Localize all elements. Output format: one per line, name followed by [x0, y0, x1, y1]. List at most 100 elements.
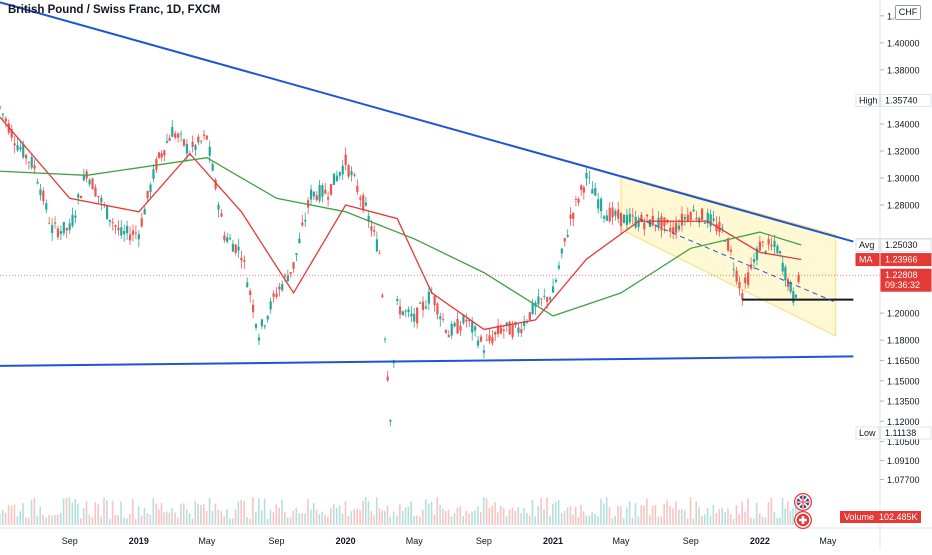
candle-body	[71, 214, 74, 226]
volume-bar	[773, 511, 776, 525]
volume-bar	[646, 498, 648, 525]
volume-bar	[205, 511, 208, 525]
volume-bar	[750, 517, 752, 525]
volume-bar	[611, 518, 614, 525]
candle-body	[520, 329, 523, 333]
candle-body	[217, 204, 220, 210]
x-tick-label: May	[198, 536, 216, 546]
candle-body	[165, 141, 169, 143]
candle-body	[695, 217, 698, 220]
candle-body	[0, 106, 2, 108]
volume-bar	[453, 512, 456, 525]
volume-bar	[631, 517, 634, 525]
volume-bar	[255, 511, 257, 525]
volume-bar	[560, 512, 563, 525]
candle-body	[797, 274, 800, 283]
volume-bar	[534, 516, 537, 525]
volume-bar	[324, 514, 326, 525]
candle-body	[143, 209, 146, 215]
uk-flag-icon[interactable]	[794, 493, 812, 511]
candle-body	[502, 329, 505, 331]
volume-bar	[103, 497, 105, 525]
candle-body	[321, 185, 324, 197]
candle-body	[97, 195, 100, 197]
moving-average-2	[0, 157, 802, 317]
candle-body	[155, 159, 158, 170]
candle-body	[19, 147, 22, 150]
volume-bar	[744, 511, 746, 525]
volume-bar	[234, 509, 237, 525]
candle-body	[781, 262, 784, 272]
volume-bar	[197, 503, 199, 525]
price-tag-label-bg	[855, 253, 880, 267]
volume-bar	[456, 507, 459, 525]
candle-body	[776, 245, 779, 254]
candle-body	[582, 187, 585, 193]
volume-bar	[321, 511, 324, 525]
candle-body	[375, 239, 379, 252]
candle-body	[738, 281, 741, 289]
candle-body	[45, 203, 48, 210]
y-tick-label: 1.10500	[887, 437, 920, 447]
price-tag-label: High	[859, 95, 878, 105]
candle-body	[191, 141, 194, 147]
volume-bar	[114, 515, 117, 525]
candle-body	[413, 313, 416, 322]
volume-bar	[263, 498, 266, 525]
candle-body	[344, 154, 347, 165]
y-tick-label: 1.09100	[887, 456, 920, 466]
candle-body	[249, 290, 252, 295]
candle-body	[594, 187, 597, 196]
volume-bar	[430, 501, 433, 525]
swiss-flag-icon[interactable]	[794, 511, 812, 529]
candle-body	[378, 252, 381, 254]
candle-body	[646, 214, 649, 217]
volume-bar	[767, 501, 770, 525]
volume-bar	[648, 515, 651, 525]
volume-bar	[353, 509, 356, 525]
volume-bar	[776, 517, 779, 525]
x-tick-label: 2019	[129, 536, 149, 546]
candle-body	[718, 222, 721, 233]
y-tick-label: 1.13500	[887, 397, 920, 407]
candle-body	[266, 315, 269, 320]
candle-body	[712, 218, 715, 221]
candle-body	[324, 189, 327, 194]
volume-bar	[243, 501, 245, 525]
volume-bar	[310, 509, 312, 525]
volume-bar	[152, 498, 155, 525]
volume-bar	[54, 515, 56, 525]
currency-badge[interactable]: CHF	[895, 5, 921, 20]
candle-body	[362, 195, 365, 211]
candle-body	[263, 325, 266, 327]
candle-body	[381, 295, 384, 297]
volume-bar	[62, 498, 65, 525]
candle-body	[531, 302, 534, 314]
volume-bar	[525, 512, 528, 525]
volume-bar	[318, 514, 321, 525]
candle-body	[332, 173, 336, 185]
volume-bar	[764, 517, 767, 525]
volume-bar	[71, 502, 74, 525]
volume-bar	[281, 499, 283, 525]
candle-body	[353, 174, 356, 176]
candle-body	[53, 222, 57, 224]
candle-body	[549, 297, 552, 300]
candle-body	[456, 319, 459, 334]
volume-bar	[149, 514, 152, 525]
volume-bar	[401, 511, 404, 525]
volume-bar	[594, 513, 596, 525]
volume-bar	[217, 509, 220, 525]
volume-bar	[200, 505, 202, 525]
candle-body	[761, 241, 764, 243]
volume-bar	[278, 507, 280, 525]
volume-bar	[654, 504, 657, 525]
volume-bar	[338, 505, 341, 525]
volume-bar	[396, 515, 398, 525]
candle-body	[160, 153, 163, 158]
candle-body	[698, 217, 701, 223]
candle-body	[108, 219, 112, 222]
volume-bar	[191, 518, 194, 525]
